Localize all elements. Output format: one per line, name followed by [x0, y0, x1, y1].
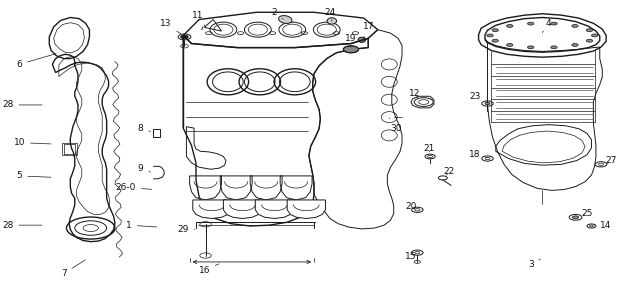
Text: 27: 27	[605, 156, 616, 165]
Text: 3: 3	[528, 259, 540, 269]
Circle shape	[572, 216, 579, 219]
Circle shape	[586, 29, 593, 32]
Polygon shape	[193, 200, 231, 219]
Ellipse shape	[278, 16, 292, 24]
Circle shape	[487, 34, 493, 37]
Text: 5: 5	[17, 171, 51, 180]
Text: 26-0: 26-0	[116, 183, 152, 192]
Text: 25: 25	[581, 209, 593, 218]
Circle shape	[572, 24, 578, 27]
Circle shape	[492, 39, 499, 42]
Text: 7: 7	[61, 260, 85, 278]
Text: 16: 16	[198, 264, 219, 274]
Circle shape	[586, 39, 593, 42]
Text: 9: 9	[138, 164, 150, 173]
Circle shape	[551, 46, 557, 49]
Ellipse shape	[327, 18, 337, 24]
Circle shape	[591, 34, 598, 37]
Text: 21: 21	[423, 144, 435, 153]
Text: 28: 28	[2, 221, 42, 230]
Polygon shape	[255, 200, 294, 219]
Text: 22: 22	[444, 167, 455, 176]
Circle shape	[485, 102, 490, 105]
Text: 10: 10	[13, 138, 51, 147]
Text: 15: 15	[405, 252, 417, 261]
Text: 28: 28	[2, 100, 42, 109]
Text: 30: 30	[389, 118, 401, 133]
Circle shape	[506, 24, 513, 27]
Text: 14: 14	[595, 221, 612, 230]
Text: 1: 1	[126, 221, 157, 230]
Text: 13: 13	[160, 19, 181, 34]
Text: 2: 2	[271, 8, 283, 19]
Text: 4: 4	[542, 19, 552, 33]
Text: 20: 20	[405, 203, 417, 211]
Circle shape	[180, 35, 188, 39]
Ellipse shape	[358, 37, 365, 42]
Text: 24: 24	[324, 8, 335, 21]
Circle shape	[506, 44, 513, 46]
Circle shape	[551, 22, 557, 25]
Text: 6: 6	[17, 54, 56, 69]
Text: 8: 8	[138, 124, 150, 133]
Circle shape	[343, 46, 358, 53]
Circle shape	[572, 44, 578, 46]
Text: 18: 18	[469, 150, 488, 159]
Circle shape	[527, 46, 534, 49]
Circle shape	[492, 29, 499, 32]
Text: 12: 12	[409, 89, 420, 98]
Polygon shape	[287, 200, 326, 219]
Text: 17: 17	[362, 22, 374, 38]
Circle shape	[527, 22, 534, 25]
Text: 23: 23	[469, 92, 488, 103]
Text: 19: 19	[345, 34, 356, 47]
Text: 29: 29	[177, 225, 195, 234]
Text: 11: 11	[192, 11, 205, 27]
Polygon shape	[223, 200, 262, 219]
